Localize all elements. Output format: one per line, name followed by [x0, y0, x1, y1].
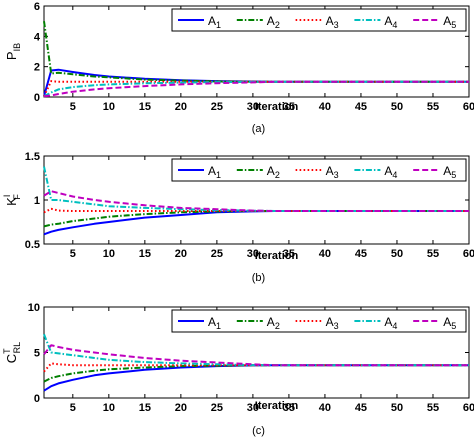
x-tick-label: 35: [283, 248, 295, 260]
legend-label: A4: [384, 164, 397, 180]
chart-panel-3: 5 10 15 20 25 30 35 40 45 50 55 60 0 5 10 A1 A2 A3 A4 A5 Ite…: [2, 302, 474, 437]
legend-label: A1: [208, 164, 221, 180]
x-tick-label: 15: [139, 101, 151, 113]
y-tick-label: 10: [28, 302, 40, 314]
x-tick-label: 55: [427, 101, 439, 113]
x-tick-label: 20: [175, 248, 187, 260]
x-tick-label: 25: [211, 248, 223, 260]
y-tick-label: 0.5: [25, 239, 40, 251]
x-tick-label: 35: [283, 101, 295, 113]
series-line-a2: [43, 210, 469, 228]
y-tick-label: 2: [34, 62, 40, 74]
y-axis-label: PIB: [4, 43, 22, 60]
legend-label: A3: [326, 315, 339, 331]
series-line-a3: [43, 207, 469, 214]
x-tick-label: 40: [319, 402, 331, 414]
chart-panel-1: 5 10 15 20 25 30 35 40 45 50 55 60 0 2 4 6 A1 A2 A3 A4 A5 Ite…: [4, 1, 474, 135]
legend: A1 A2 A3 A4 A5: [171, 8, 467, 32]
y-tick-label: 0: [34, 393, 40, 405]
x-tick-label: 40: [319, 248, 331, 260]
x-tick-label: 25: [211, 101, 223, 113]
x-tick-label: 55: [427, 402, 439, 414]
panel-caption: (b): [252, 272, 265, 284]
x-tick-label: 30: [247, 101, 259, 113]
series-line-a3: [43, 362, 469, 373]
legend-box: [171, 309, 467, 333]
legend-label: A2: [267, 164, 280, 180]
series-line-a3: [43, 80, 469, 97]
x-tick-label: 20: [175, 101, 187, 113]
legend-label: A1: [208, 315, 221, 331]
legend-box: [171, 8, 467, 32]
x-tick-label: 60: [463, 101, 474, 113]
series-line-a5: [43, 190, 469, 212]
x-tick-label: 5: [70, 402, 76, 414]
y-axis-label: CTRL: [2, 342, 22, 363]
series-line-a4: [43, 166, 469, 212]
y-tick-label: 6: [34, 1, 40, 13]
x-tick-label: 50: [391, 248, 403, 260]
legend-label: A2: [267, 14, 280, 30]
x-tick-label: 20: [175, 402, 187, 414]
y-axis-label: KIF: [2, 194, 22, 206]
x-tick-label: 10: [103, 101, 115, 113]
x-axis-label: Iteration: [255, 400, 299, 412]
legend-label: A2: [267, 315, 280, 331]
x-tick-label: 10: [103, 248, 115, 260]
x-axis-label: Iteration: [255, 250, 299, 262]
x-tick-label: 5: [70, 101, 76, 113]
series-line-a2: [43, 364, 469, 383]
x-tick-label: 5: [70, 248, 76, 260]
x-tick-label: 25: [211, 402, 223, 414]
legend: A1 A2 A3 A4 A5: [171, 309, 467, 333]
legend-label: A5: [443, 164, 456, 180]
x-tick-label: 10: [103, 402, 115, 414]
legend-label: A3: [326, 164, 339, 180]
series-line-a4: [43, 333, 469, 367]
chart-panel-2: 5 10 15 20 25 30 35 40 45 50 55 60 0.5 1 1.5 A1 A2 A3 A4 A5…: [2, 151, 474, 284]
x-axis-label: Iteration: [255, 101, 299, 113]
y-tick-label: 1.5: [25, 151, 40, 163]
x-tick-label: 30: [247, 248, 259, 260]
legend-label: A4: [384, 315, 397, 331]
x-tick-label: 15: [139, 248, 151, 260]
legend-label: A5: [443, 14, 456, 30]
x-tick-label: 15: [139, 402, 151, 414]
legend-label: A4: [384, 14, 397, 30]
x-tick-label: 60: [463, 248, 474, 260]
x-tick-label: 50: [391, 101, 403, 113]
legend-label: A3: [326, 14, 339, 30]
x-tick-label: 55: [427, 248, 439, 260]
x-tick-label: 60: [463, 402, 474, 414]
y-tick-label: 1: [34, 195, 40, 207]
legend: A1 A2 A3 A4 A5: [171, 158, 467, 182]
series-line-a4: [43, 80, 469, 98]
x-tick-label: 35: [283, 402, 295, 414]
x-tick-label: 30: [247, 402, 259, 414]
x-tick-label: 45: [355, 402, 367, 414]
x-tick-label: 40: [319, 101, 331, 113]
x-tick-label: 50: [391, 402, 403, 414]
x-tick-label: 45: [355, 101, 367, 113]
legend-box: [171, 158, 467, 182]
legend-label: A1: [208, 14, 221, 30]
x-tick-label: 45: [355, 248, 367, 260]
panel-caption: (a): [252, 123, 265, 135]
panel-caption: (c): [252, 425, 265, 437]
series-line-a5: [43, 344, 469, 367]
legend-label: A5: [443, 315, 456, 331]
series-line-a5: [43, 80, 469, 98]
y-tick-label: 5: [34, 348, 40, 360]
y-tick-label: 0: [34, 92, 40, 104]
y-tick-label: 4: [34, 31, 41, 43]
